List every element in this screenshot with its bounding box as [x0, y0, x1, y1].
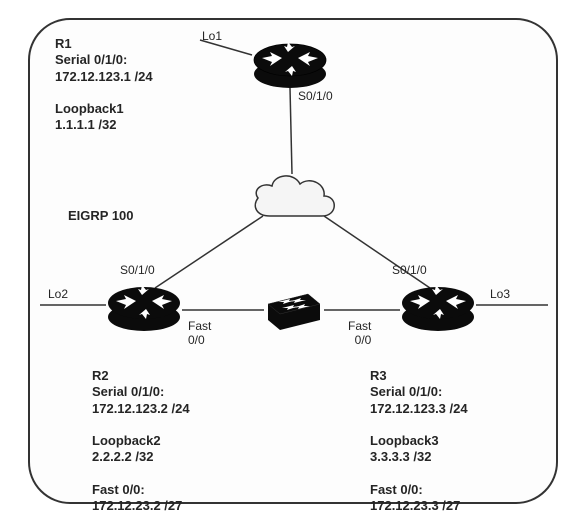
r3-serial-port: S0/1/0: [392, 264, 427, 278]
r2-fast-ip: 172.12.23.2 /27: [92, 498, 182, 513]
r3-loop-label: Loopback3: [370, 433, 439, 448]
r3-fast-label: Fast 0/0:: [370, 482, 423, 497]
protocol-label: EIGRP 100: [68, 208, 134, 224]
r1-lo-port: Lo1: [202, 30, 222, 44]
switch-icon: [262, 290, 324, 330]
r3-serial-ip: 172.12.123.3 /24: [370, 401, 468, 416]
cloud-icon: [246, 168, 342, 228]
r1-name: R1: [55, 36, 72, 51]
r1-loop-label: Loopback1: [55, 101, 124, 116]
router-r3-icon: [400, 283, 476, 333]
r2-fast-label: Fast 0/0:: [92, 482, 145, 497]
r3-name: R3: [370, 368, 387, 383]
r3-info: R3 Serial 0/1/0: 172.12.123.3 /24 Loopba…: [370, 368, 468, 514]
r3-fast-ip: 172.12.23.3 /27: [370, 498, 460, 513]
r3-lo-port: Lo3: [490, 288, 510, 302]
r3-loop-ip: 3.3.3.3 /32: [370, 449, 431, 464]
r2-name: R2: [92, 368, 109, 383]
r2-lo-port: Lo2: [48, 288, 68, 302]
r2-fast-port: Fast 0/0: [188, 320, 211, 348]
r3-serial-label: Serial 0/1/0:: [370, 384, 442, 399]
r1-serial-ip: 172.12.123.1 /24: [55, 69, 153, 84]
r1-loop-ip: 1.1.1.1 /32: [55, 117, 116, 132]
r2-serial-label: Serial 0/1/0:: [92, 384, 164, 399]
r2-loop-label: Loopback2: [92, 433, 161, 448]
r2-loop-ip: 2.2.2.2 /32: [92, 449, 153, 464]
r1-serial-port: S0/1/0: [298, 90, 333, 104]
r2-serial-ip: 172.12.123.2 /24: [92, 401, 190, 416]
r3-fast-port: Fast 0/0: [348, 320, 371, 348]
r2-info: R2 Serial 0/1/0: 172.12.123.2 /24 Loopba…: [92, 368, 190, 514]
r1-serial-label: Serial 0/1/0:: [55, 52, 127, 67]
router-r2-icon: [106, 283, 182, 333]
r2-serial-port: S0/1/0: [120, 264, 155, 278]
r1-info: R1 Serial 0/1/0: 172.12.123.1 /24 Loopba…: [55, 36, 153, 134]
router-r1-icon: [252, 40, 328, 90]
